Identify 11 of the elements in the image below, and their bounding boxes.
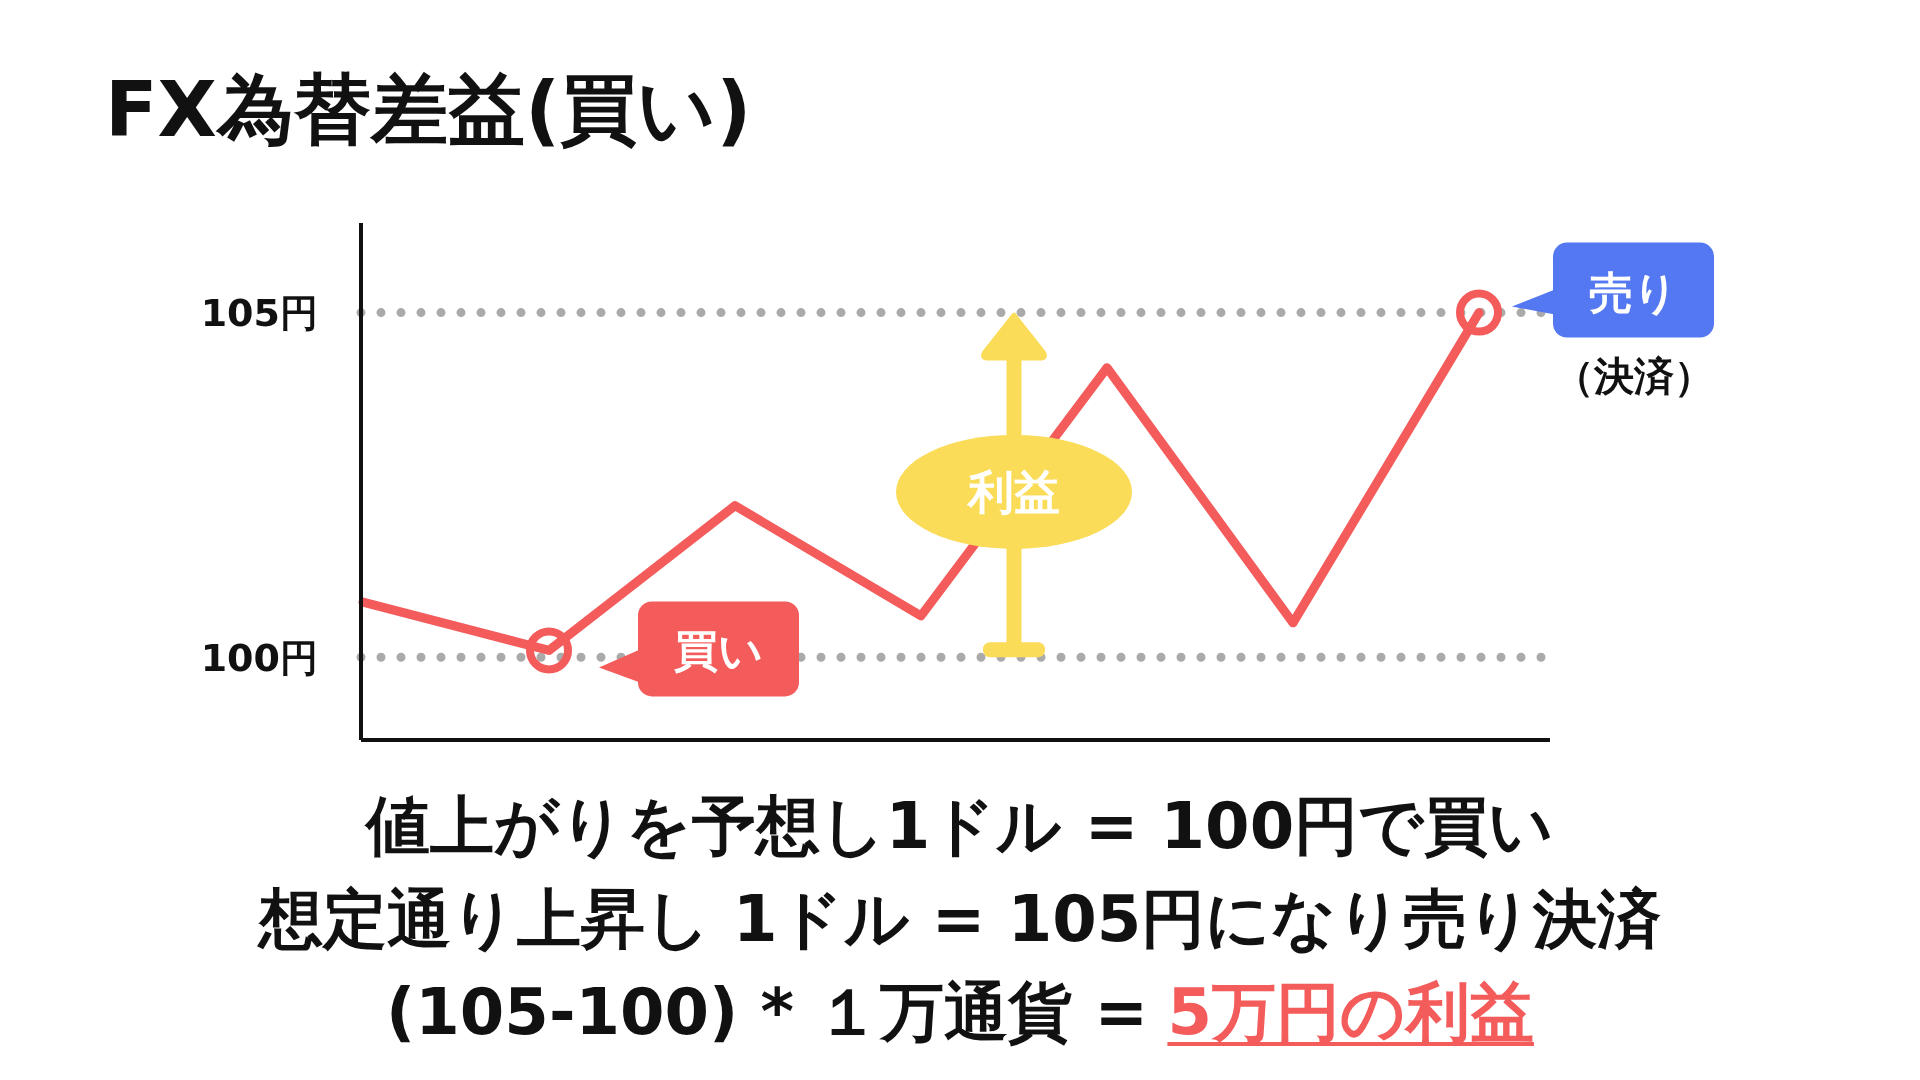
text: (105-100) * １万通貨 = [386, 975, 1149, 1049]
chart-title: FX為替差益(買い) [105, 65, 752, 154]
text: 値上がりを予想し1ドル = 100円で買い [365, 789, 1555, 863]
y-tick-label: 100円 [200, 635, 318, 680]
annotation: 利益 [966, 464, 1060, 519]
annotation: 買い [674, 625, 763, 677]
text: 5万円の利益 [1167, 975, 1534, 1049]
text: （決済） [1553, 352, 1714, 399]
text: 売り [1589, 266, 1678, 318]
text: 想定通り上昇し 1ドル = 105円になり売り決済 [258, 882, 1662, 956]
y-tick-label: 105円 [200, 291, 318, 336]
